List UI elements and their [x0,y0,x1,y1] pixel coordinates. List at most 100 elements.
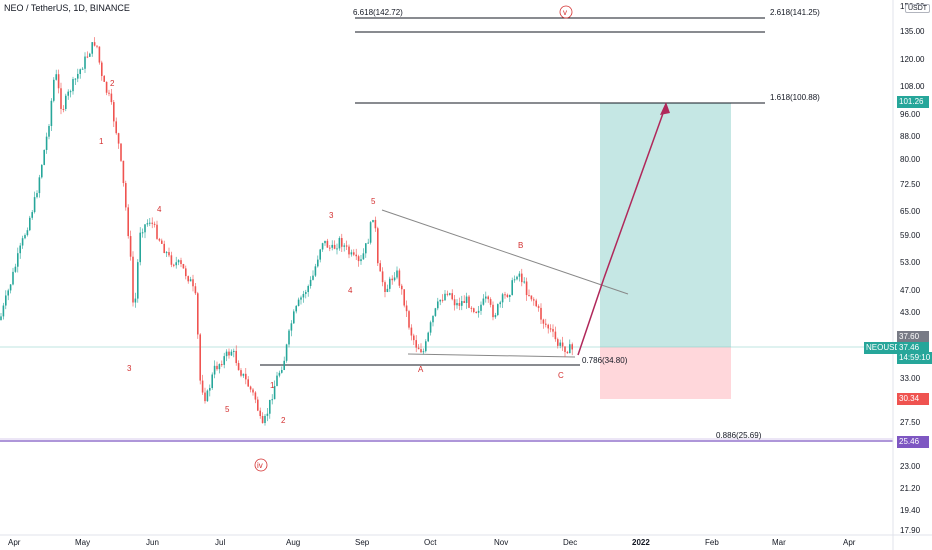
time-tick: Jun [146,538,159,547]
arrow-head [660,102,670,115]
candle-body [271,399,273,401]
candle-body [429,322,432,333]
candle-body [439,299,441,302]
wave-label: 4 [348,286,353,295]
candle-body [273,385,276,400]
wave-v: v [563,8,567,17]
candle-body [362,253,365,260]
candle-body [211,374,213,388]
candle-body [146,223,149,225]
candle-body [153,223,156,225]
candle-body [545,323,547,325]
candle-body [571,344,573,350]
candle-body [473,308,475,312]
symbol-tag: NEOUSDT [864,342,908,354]
candle-body [393,277,396,281]
target-zone[interactable] [600,103,731,347]
candle-body [542,319,545,324]
candle-body [206,390,209,402]
candle-body [252,389,254,393]
candle-body [213,365,216,375]
trendline-upper[interactable] [381,209,629,295]
candle-body [564,346,566,352]
candle-body [357,256,360,262]
candle-body [163,243,165,253]
candle-body [288,330,290,345]
price-tick: 88.00 [900,132,921,141]
time-tick: Dec [563,538,577,547]
candle-body [69,91,72,93]
candle-body [177,260,180,263]
fib-label-0886: 0.886(25.69) [716,431,762,440]
candle-body [355,254,357,257]
time-axis[interactable]: Apr May Jun Jul Aug Sep Oct Nov Dec 2022… [0,534,932,547]
price-tick: 19.40 [900,506,921,515]
candle-body [405,305,408,312]
stop-zone[interactable] [600,347,731,399]
candle-body [249,386,252,390]
symbol-title[interactable]: NEO / TetherUS, 1D, BINANCE [4,3,130,13]
candle-body [401,285,403,290]
candle-body [365,243,367,254]
time-tick: Sep [355,538,370,547]
countdown-tag: 14:59:10 [897,352,932,364]
candle-body [93,42,96,46]
candle-body [338,238,341,249]
price-tick: 96.00 [900,110,921,119]
wave-iv-circle [254,458,268,472]
candle-body [492,304,494,318]
price-tick: 47.00 [900,286,921,295]
candle-body [437,301,439,309]
candle-body [324,240,326,244]
candle-body [487,296,489,300]
candle-body [468,296,470,308]
candle-body [225,351,228,357]
candle-body [540,307,542,320]
candle-body [189,279,192,282]
candle-body [134,298,137,303]
candle-body [497,304,499,316]
candle-body [141,232,144,234]
candle-body [108,92,110,94]
candle-body [559,342,561,346]
candle-body [117,133,120,144]
candle-body [110,93,113,103]
candle-body [341,238,343,247]
candle-body [72,79,74,92]
time-tick: Apr [843,538,856,547]
trendline-lower[interactable] [407,353,576,358]
candle-body [312,275,314,280]
candle-body [269,399,271,414]
projection-arrow-2[interactable] [603,104,667,279]
candle-body [343,245,345,247]
candle-body [62,108,65,110]
candle-body [300,297,302,300]
wave-label: A [418,365,424,374]
projection-arrow[interactable] [577,277,605,356]
candle-body [434,308,437,316]
candle-body [422,351,425,353]
candle-body [259,410,261,417]
candle-body [254,392,257,400]
candle-body [449,293,451,295]
candle-body [417,347,420,350]
candle-body [247,379,249,387]
candle-body [43,149,45,165]
time-tick: Feb [705,538,719,547]
entry-price-tag: 37.60 [897,331,929,343]
price-tick: 33.00 [900,374,921,383]
candle-body [5,295,7,306]
candle-body [489,299,492,305]
candle-body [151,222,153,224]
currency-unit[interactable]: USDT [905,4,931,13]
candle-body [14,266,17,272]
price-tick: 72.50 [900,180,921,189]
candle-body [386,288,389,292]
price-axis[interactable]: 150.00 135.00 120.00 108.00 96.00 88.00 … [892,0,925,550]
candle-body [9,284,12,291]
candle-body [413,335,415,341]
candle-body [326,240,329,248]
wave-label: 1 [99,137,104,146]
candle-body [235,350,237,364]
